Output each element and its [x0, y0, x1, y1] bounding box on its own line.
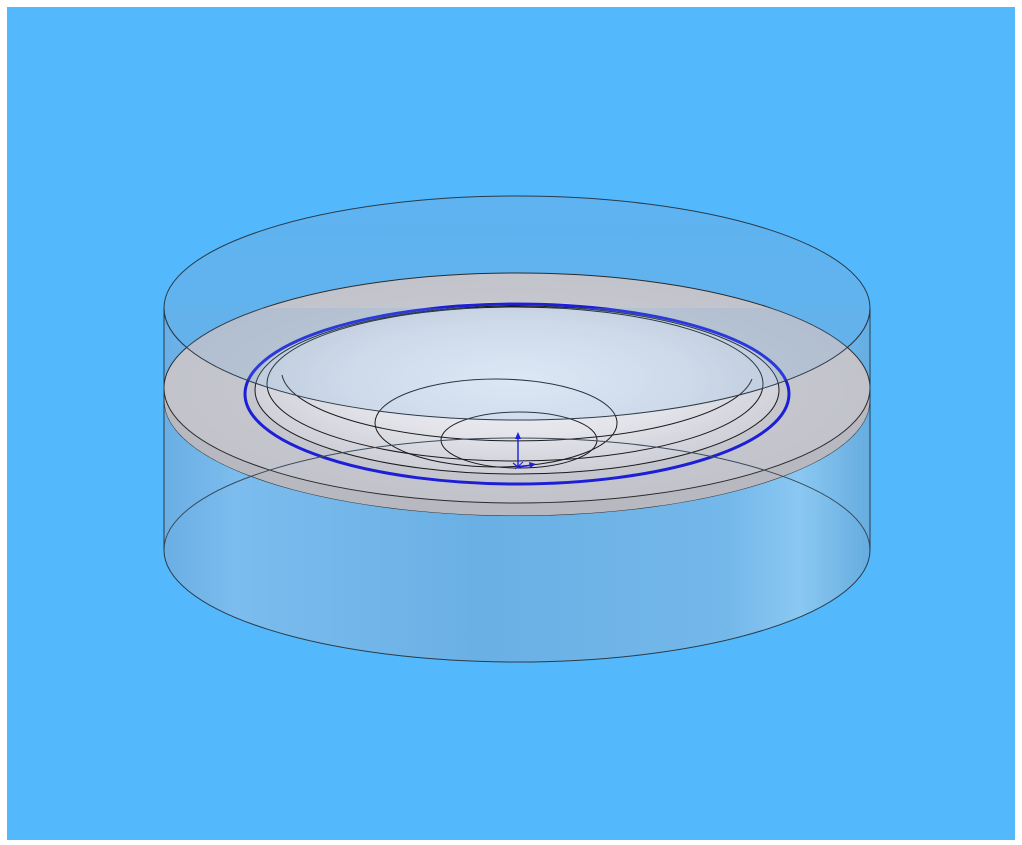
model-canvas[interactable]: [7, 7, 1015, 840]
middle-disc-lower-edge: [163, 400, 871, 517]
dish-edge-outer[interactable]: [254, 305, 780, 475]
dish-edge-lip: [281, 374, 753, 442]
dish-recess[interactable]: [255, 302, 779, 474]
3d-graphics-viewport[interactable]: [7, 7, 1015, 840]
origin-triad-icon: [512, 432, 536, 470]
selected-edge-circle[interactable]: [243, 302, 791, 486]
outer-cylinder-front-top-edge: [163, 307, 871, 421]
outer-cylinder-lower-shell[interactable]: [164, 401, 870, 662]
outer-cylinder-bottom-front-edge: [163, 549, 871, 663]
dish-edge-rim[interactable]: [266, 306, 764, 462]
